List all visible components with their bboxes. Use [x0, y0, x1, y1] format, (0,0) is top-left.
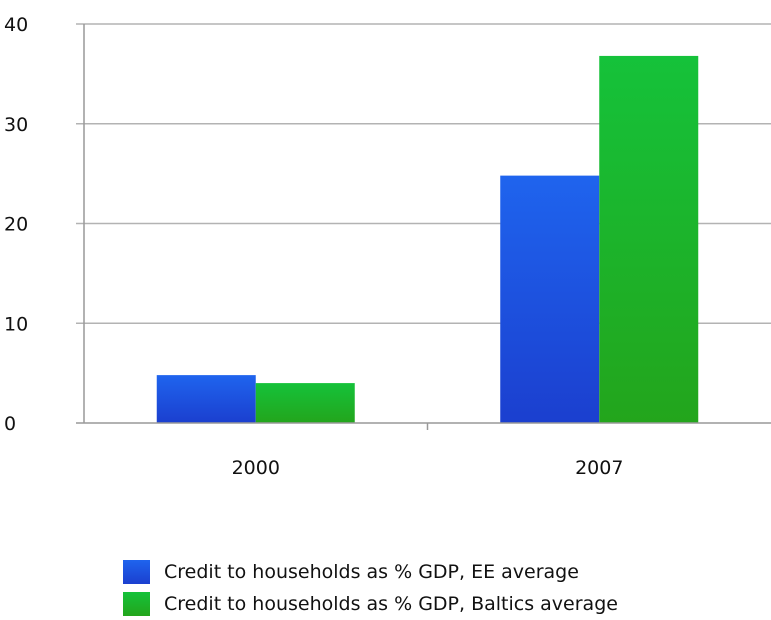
- legend: Credit to households as % GDP, EE averag…: [123, 556, 618, 620]
- legend-item-baltics: Credit to households as % GDP, Baltics a…: [123, 588, 618, 620]
- axes: [76, 24, 771, 430]
- bar-2000-series-1: [255, 383, 355, 423]
- legend-label-baltics: Credit to households as % GDP, Baltics a…: [164, 593, 618, 615]
- bars: [156, 55, 699, 424]
- legend-swatch-baltics: [123, 592, 150, 616]
- legend-swatch-ee: [123, 560, 150, 584]
- tick-labels: 0 10 20 30 40 2000 2007: [4, 14, 623, 479]
- bar-2007-series-1: [599, 55, 699, 424]
- y-tick-label-40: 40: [4, 14, 28, 36]
- legend-item-ee: Credit to households as % GDP, EE averag…: [123, 556, 618, 588]
- y-tick-label-0: 0: [4, 413, 16, 435]
- bar-2000-series-0: [156, 375, 256, 423]
- y-tick-label-20: 20: [4, 214, 28, 236]
- legend-label-ee: Credit to households as % GDP, EE averag…: [164, 561, 579, 583]
- y-tick-label-10: 10: [4, 313, 28, 335]
- x-tick-label-2000: 2000: [232, 457, 280, 479]
- bar-2007-series-0: [500, 175, 600, 423]
- x-tick-label-2007: 2007: [575, 457, 623, 479]
- y-tick-label-30: 30: [4, 114, 28, 136]
